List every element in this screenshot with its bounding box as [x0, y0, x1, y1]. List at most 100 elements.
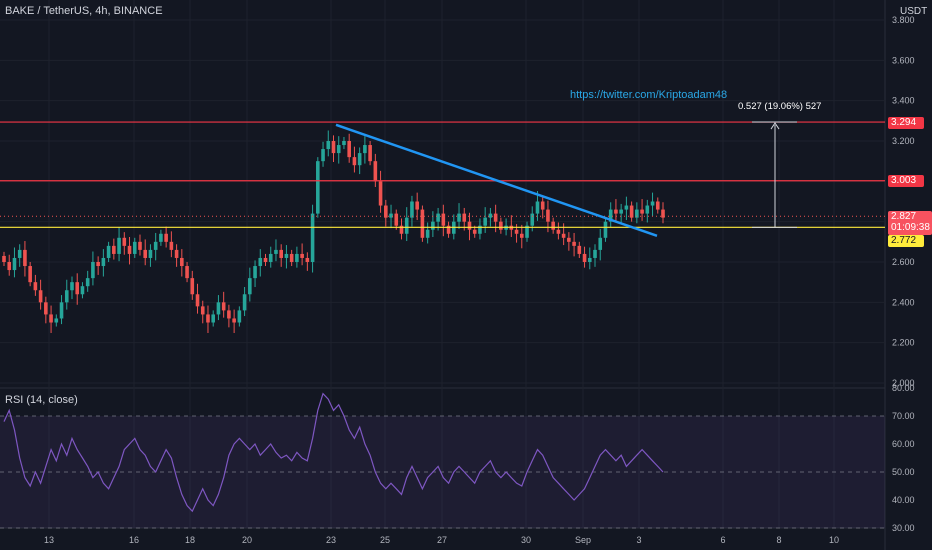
candle-body: [394, 213, 399, 226]
candle-body: [143, 249, 148, 258]
candle-body: [85, 278, 90, 287]
candle-body: [546, 209, 550, 222]
measure-arrowhead: [770, 122, 780, 130]
candle-body: [253, 266, 257, 279]
candle-body: [242, 294, 247, 311]
candle-body: [195, 294, 200, 307]
candle-body: [373, 161, 378, 182]
currency-unit-label: USDT: [900, 6, 928, 17]
x-tick-label: 30: [521, 535, 531, 545]
candle-body: [64, 290, 69, 303]
candle-body: [33, 282, 38, 291]
candle-body: [206, 314, 210, 323]
candle-body: [462, 213, 467, 222]
candle-body: [117, 237, 121, 254]
candle-body: [655, 201, 660, 210]
resistance-1-tag: 3.294: [888, 117, 924, 129]
candle-body: [132, 241, 137, 254]
candle-body: [431, 221, 435, 230]
candle-body: [582, 253, 587, 262]
candle-body: [44, 302, 48, 315]
candle-body: [561, 233, 566, 238]
candle-body: [645, 205, 650, 214]
candle-body: [614, 209, 618, 214]
y-tick-label: 2.000: [892, 378, 915, 388]
last-price-tag: 2.827 01:09:38: [888, 211, 932, 235]
candle-body: [106, 245, 111, 258]
candle-body: [389, 213, 393, 218]
x-tick-label: 8: [776, 535, 781, 545]
candle-body: [268, 253, 273, 262]
y-tick-label: 3.400: [892, 96, 915, 106]
candle-body: [101, 257, 106, 267]
last-price-value: 2.827: [891, 211, 917, 222]
candle-body: [321, 149, 325, 162]
candle-body: [263, 257, 268, 262]
x-tick-label: 25: [380, 535, 390, 545]
candle-body: [572, 241, 576, 246]
candle-body: [342, 141, 346, 146]
candle-body: [49, 314, 53, 323]
candle-body: [96, 262, 100, 267]
rsi-tick-label: 80.00: [892, 383, 915, 393]
candle-body: [138, 241, 142, 250]
candle-body: [347, 141, 351, 158]
candle-body: [478, 225, 482, 234]
x-tick-label: 6: [720, 535, 725, 545]
candle-body: [295, 253, 299, 262]
candle-body: [289, 253, 294, 262]
candle-body: [258, 257, 263, 267]
candle-body: [446, 225, 451, 234]
candle-body: [23, 249, 27, 267]
candle-body: [316, 161, 320, 214]
rsi-tick-label: 30.00: [892, 523, 915, 533]
candle-body: [80, 286, 85, 295]
rsi-line: [3, 392, 664, 513]
bar-countdown: 01:09:38: [891, 222, 930, 233]
candle-body: [519, 233, 524, 238]
trendline: [335, 123, 658, 237]
candle-body: [661, 209, 665, 218]
y-tick-label: 3.200: [892, 136, 915, 146]
candle-body: [441, 213, 446, 226]
candle-body: [274, 249, 278, 254]
candle-body: [629, 205, 634, 218]
x-tick-label: Sep: [575, 535, 591, 545]
candle-body: [127, 245, 132, 254]
x-tick-label: 20: [242, 535, 252, 545]
candle-body: [363, 145, 367, 154]
candle-body: [577, 245, 582, 254]
candle-body: [28, 266, 32, 283]
candle-body: [499, 221, 503, 230]
x-tick-label: 13: [44, 535, 54, 545]
candle-body: [472, 229, 477, 234]
candle-body: [185, 266, 189, 279]
candle-body: [112, 245, 116, 254]
candle-body: [148, 249, 153, 258]
candle-body: [530, 213, 535, 226]
candle-body: [2, 255, 6, 262]
candle-body: [619, 209, 623, 214]
candle-body: [603, 221, 608, 238]
candle-body: [608, 209, 613, 222]
candle-body: [7, 262, 12, 271]
x-tick-label: 3: [636, 535, 641, 545]
candle-body: [567, 237, 571, 242]
candle-body: [587, 257, 592, 262]
candle-body: [180, 257, 184, 267]
candle-body: [525, 225, 529, 238]
candle-body: [483, 217, 487, 226]
twitter-link[interactable]: https://twitter.com/Kriptoadam48: [570, 89, 728, 101]
candle-body: [378, 181, 383, 206]
x-tick-label: 10: [829, 535, 839, 545]
symbol-title[interactable]: BAKE / TetherUS, 4h, BINANCE: [5, 5, 163, 17]
rsi-tick-label: 60.00: [892, 439, 915, 449]
candle-body: [650, 201, 655, 206]
candle-body: [399, 225, 404, 234]
y-tick-label: 2.400: [892, 297, 915, 307]
rsi-title[interactable]: RSI (14, close): [5, 394, 78, 406]
candle-body: [237, 310, 242, 323]
candle-body: [59, 302, 64, 319]
candle-body: [593, 249, 597, 258]
